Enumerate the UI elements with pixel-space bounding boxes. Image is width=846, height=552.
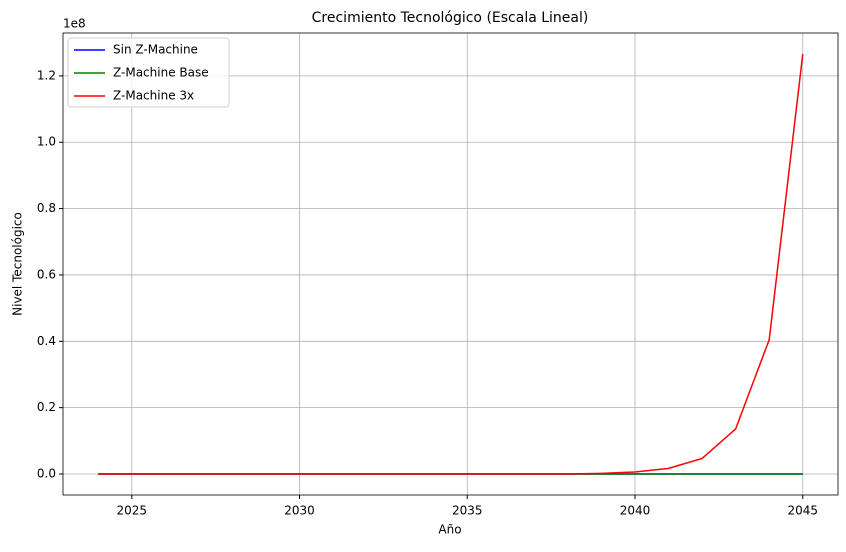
series-line [98, 53, 804, 475]
x-tick-label: 2025 [117, 504, 148, 518]
x-axis-label: Año [438, 523, 461, 537]
x-tick-label: 2035 [452, 504, 483, 518]
y-tick-label: 0.4 [37, 334, 56, 348]
legend-label: Z-Machine Base [113, 66, 209, 80]
chart-title: Crecimiento Tecnológico (Escala Lineal) [312, 10, 589, 26]
y-tick-label: 0.8 [37, 201, 56, 215]
legend-label: Z-Machine 3x [113, 89, 194, 103]
y-tick-label: 0.2 [37, 400, 56, 414]
x-tick-label: 2040 [620, 504, 651, 518]
y-tick-label: 1.0 [37, 135, 56, 149]
x-tick-label: 2045 [787, 504, 818, 518]
plot-frame [62, 32, 839, 496]
legend-box [67, 37, 230, 108]
y-axis-label: Nivel Tecnológico [11, 212, 25, 316]
y-offset-label: 1e8 [63, 17, 86, 31]
y-tick-label: 0.0 [37, 467, 56, 481]
x-tick-label: 2030 [284, 504, 315, 518]
y-tick-label: 0.6 [37, 267, 56, 281]
y-tick-label: 1.2 [37, 68, 56, 82]
legend-label: Sin Z-Machine [113, 43, 198, 57]
